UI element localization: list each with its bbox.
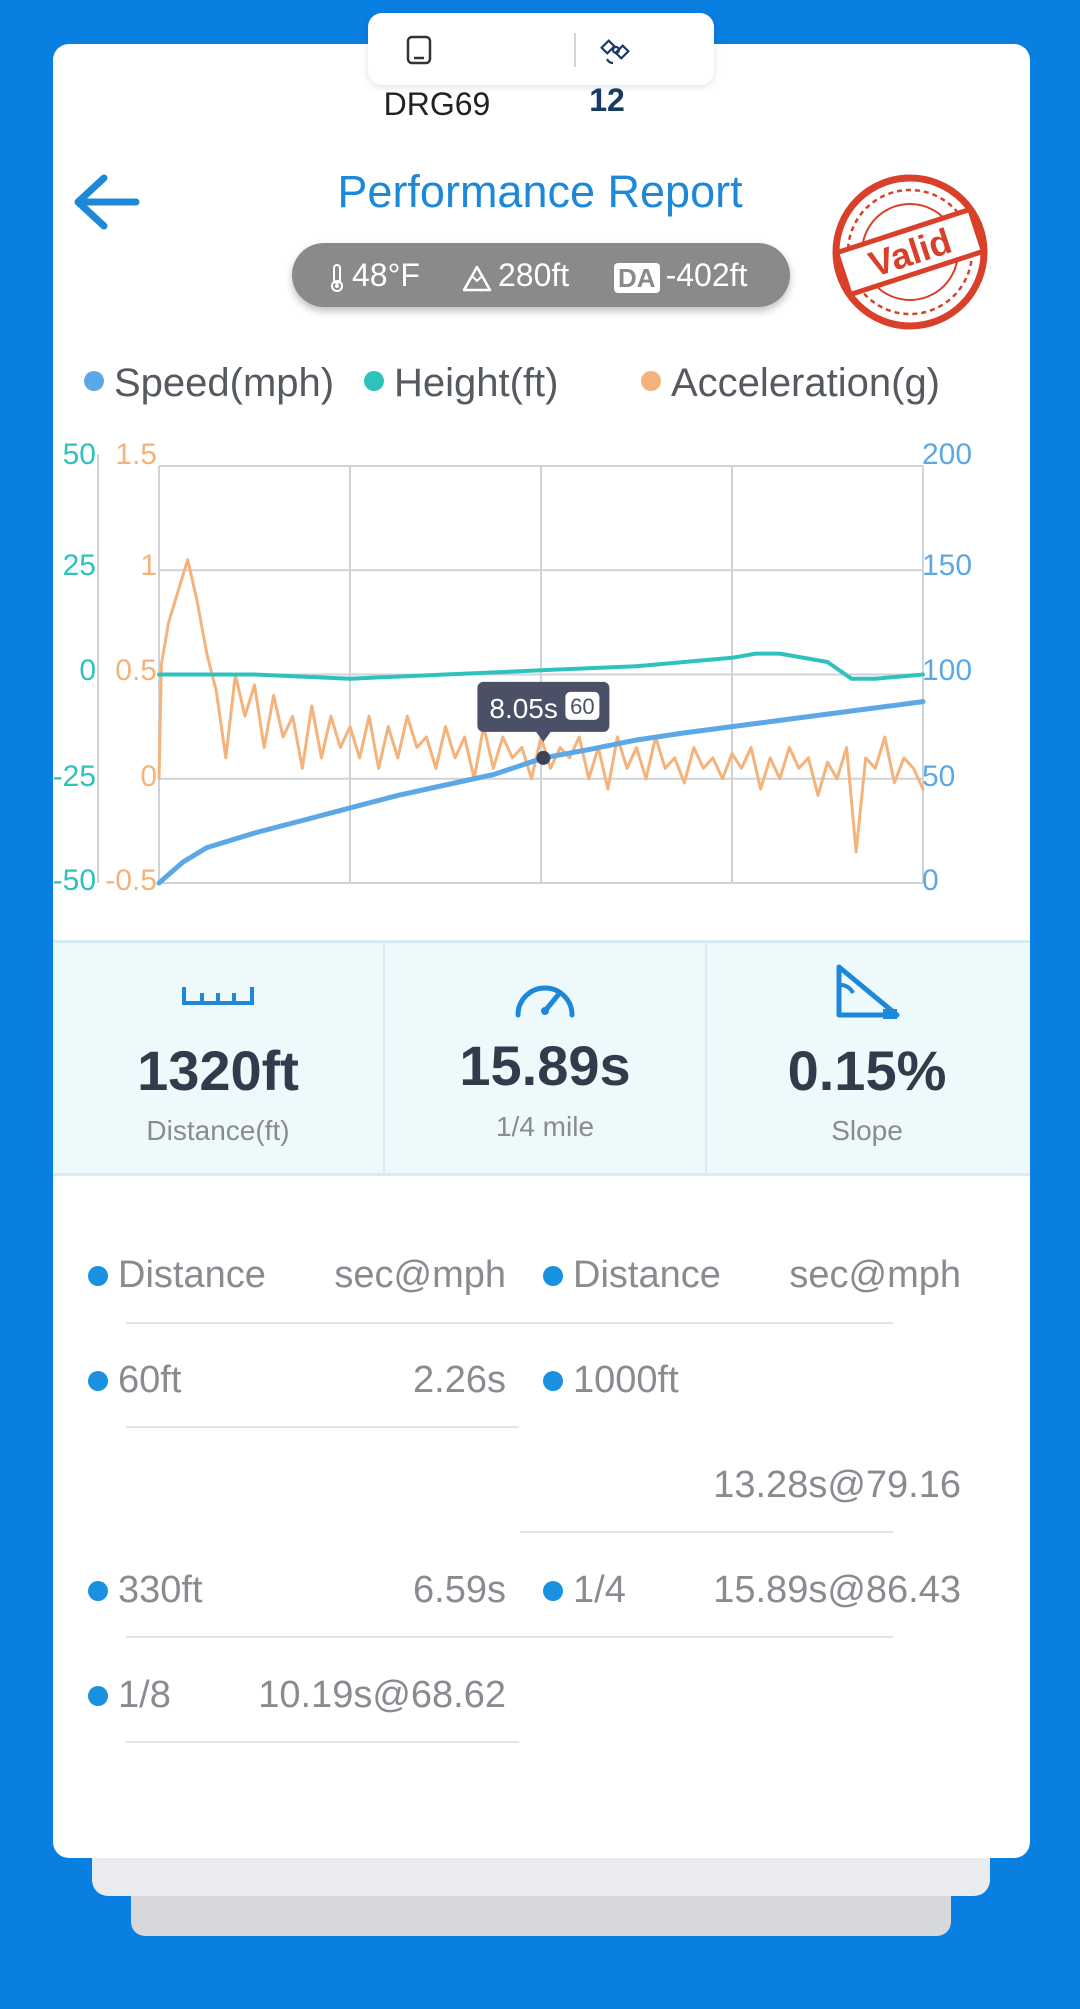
acceleration-axis-tick-label: -0.5 [105, 864, 157, 897]
speed-axis-tick-label: 150 [922, 549, 972, 582]
stat-divider [383, 943, 385, 1173]
tooltip-pointer [535, 730, 552, 742]
speed-series-line [156, 699, 926, 886]
legend-acceleration-dot [641, 371, 661, 392]
height-series-line [157, 651, 925, 681]
stat-slope-value: 0.15% [787, 1039, 947, 1102]
legend-height[interactable]: Height(ft) [364, 358, 559, 408]
mountain-icon [462, 265, 492, 291]
tooltip-value-badge [565, 691, 600, 720]
split-row-divider [126, 1741, 519, 1743]
split-row-divider [126, 1636, 893, 1638]
split-distance: 60ft [118, 1359, 182, 1401]
valid-stamp: Valid [832, 174, 988, 330]
split-bullet [88, 1686, 108, 1706]
stat-slope-label: Slope [831, 1115, 903, 1146]
tooltip-marker-point [536, 750, 551, 765]
split-bullet [88, 1266, 108, 1286]
legend-speed[interactable]: Speed(mph) [84, 358, 334, 408]
phone-outline-icon [406, 35, 432, 65]
split-row-divider [126, 1426, 519, 1428]
device-tab-divider [574, 33, 576, 67]
split-header-time: sec@mph [789, 1254, 961, 1296]
legend-height-dot [364, 371, 384, 392]
speedometer-icon [515, 985, 575, 1018]
legend-speed-dot [84, 371, 104, 392]
height-axis-tick-label: 0 [79, 654, 96, 687]
split-header-distance: Distance [573, 1254, 721, 1296]
density-altitude-value: -402ft [665, 257, 748, 293]
height-axis-tick-label: -50 [53, 864, 96, 897]
tooltip-value: 60 [570, 694, 594, 719]
split-row-divider [520, 1531, 893, 1533]
speed-axis-tick-label: 0 [922, 864, 939, 897]
legend-acceleration-label: Acceleration(g) [671, 361, 941, 405]
density-altitude-reading: DA -402ft [614, 257, 747, 293]
stat-distance: 1320ft Distance(ft) [53, 943, 383, 1173]
stat-distance-label: Distance(ft) [146, 1115, 290, 1146]
split-header-time: sec@mph [334, 1254, 506, 1296]
split-time: 2.26s [413, 1359, 506, 1401]
split-bullet [543, 1581, 563, 1601]
stat-quarter-mile: 15.89s 1/4 mile [385, 943, 705, 1173]
device-name: DRG69 [383, 86, 491, 122]
height-axis-tick-label: 25 [63, 549, 96, 582]
stat-slope: 0.15% Slope [707, 943, 1027, 1173]
split-time: 13.28s@79.16 [713, 1464, 961, 1506]
acceleration-axis-tick-label: 1 [140, 549, 157, 582]
split-time: 15.89s@86.43 [713, 1569, 961, 1611]
satellite-icon [600, 39, 630, 65]
summary-stats: 1320ft Distance(ft) 15.89s 1/4 mile 0.15… [53, 940, 1030, 1176]
temperature-reading: 48°F [328, 257, 420, 293]
height-axis-tick-label: 50 [63, 438, 96, 471]
split-distance: 1/4 [573, 1569, 626, 1611]
legend-acceleration[interactable]: Acceleration(g) [641, 358, 940, 408]
da-badge: DA [614, 262, 660, 293]
speed-axis-tick-label: 50 [922, 760, 955, 793]
split-bullet [88, 1371, 108, 1391]
split-distance: 1/8 [118, 1674, 171, 1716]
acceleration-axis-tick-label: 1.5 [115, 438, 157, 471]
slope-icon [836, 964, 900, 1019]
speed-axis-tick-label: 100 [922, 654, 972, 687]
split-bullet [543, 1266, 563, 1286]
split-header-distance: Distance [118, 1254, 266, 1296]
split-time: 10.19s@68.62 [258, 1674, 506, 1716]
stat-quarter-mile-label: 1/4 mile [495, 1111, 595, 1142]
height-axis-tick-label: -25 [53, 760, 96, 793]
split-time: 6.59s [413, 1569, 506, 1611]
split-bullet [543, 1371, 563, 1391]
stat-divider [705, 943, 707, 1173]
device-selector[interactable] [368, 13, 714, 85]
legend-height-label: Height(ft) [394, 361, 559, 405]
satellite-count: 12 [589, 82, 625, 118]
page-title: Performance Report [337, 166, 743, 217]
environment-conditions: 48°F 280ft DA -402ft [292, 243, 790, 307]
temperature-value: 48°F [352, 257, 420, 293]
stat-distance-value: 1320ft [137, 1039, 299, 1102]
altitude-value: 280ft [498, 257, 570, 293]
card-stack-shadow-back [131, 1890, 951, 1936]
altitude-reading: 280ft [462, 257, 569, 293]
acceleration-axis-tick-label: 0.5 [115, 654, 157, 687]
performance-chart[interactable]: 50 25 0 -25 -50 1.5 1 0.5 0 -0.5 200 150 100 50 0 8.05s… [0, 0, 1080, 920]
back-arrow-icon[interactable] [70, 172, 142, 232]
legend-speed-label: Speed(mph) [114, 361, 335, 405]
stat-quarter-mile-value: 15.89s [459, 1034, 631, 1097]
tooltip-time: 8.05s [489, 693, 558, 724]
thermometer-icon [331, 263, 343, 292]
ruler-icon [182, 987, 254, 1005]
split-header-divider [126, 1322, 893, 1324]
split-distance: 330ft [118, 1569, 203, 1611]
acceleration-axis-tick-label: 0 [140, 760, 157, 793]
split-bullet [88, 1581, 108, 1601]
speed-axis-tick-label: 200 [922, 438, 972, 471]
split-distance: 1000ft [573, 1359, 679, 1401]
